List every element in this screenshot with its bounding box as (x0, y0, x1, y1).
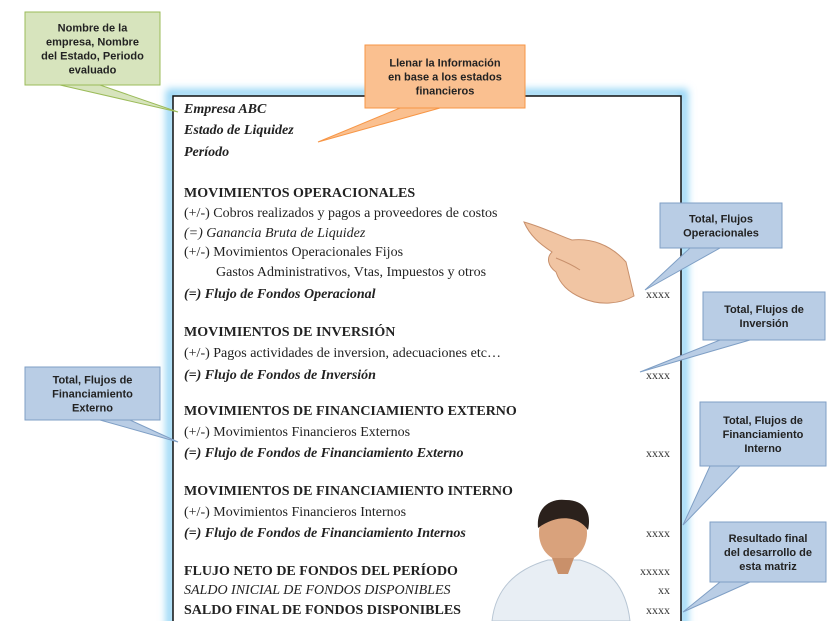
document-frame (172, 95, 682, 621)
callout-text: Externo (72, 403, 113, 415)
callout-text: Inversión (740, 318, 789, 330)
callout: Resultado final del desarrollo de esta mat… (682, 521, 827, 613)
document-line: MOVIMIENTOS DE INVERSIÓN (184, 323, 395, 340)
document-line: (=) Flujo de Fondos de Financiamiento Ex… (184, 446, 463, 461)
document-line: Estado de Liquidez (183, 123, 294, 138)
callout-box (659, 202, 783, 249)
callout-text: Total, Flujos de (723, 415, 803, 427)
document-line: (+/-) Pagos actividades de inversion, ad… (184, 346, 501, 361)
document-line: (+/-) Movimientos Financieros Externos (184, 425, 410, 440)
callout-text: Total, Flujos de (724, 304, 804, 316)
callout-text: esta matriz (739, 561, 797, 573)
callout-text: Financiamiento (723, 429, 804, 441)
amount: xxxx (646, 526, 670, 540)
callout-box (709, 521, 827, 583)
document-line: (+/-) Movimientos Financieros Internos (184, 505, 406, 520)
document-line: (=) Flujo de Fondos de Financiamiento In… (184, 526, 466, 541)
callout-box (702, 291, 826, 341)
document: Empresa ABC Estado de Liquidez Período MOVI… (183, 102, 670, 618)
callout: Total, Flujos de Financiamiento Interno (682, 401, 827, 526)
document-line: (=) Flujo de Fondos de Inversión (184, 368, 376, 383)
document-line: FLUJO NETO DE FONDOS DEL PERÍODO (184, 562, 458, 579)
callout-text: Financiamiento (52, 389, 133, 401)
document-line: SALDO INICIAL DE FONDOS DISPONIBLES (184, 583, 451, 598)
callout-text: en base a los estados (388, 72, 502, 84)
document-line: Gastos Administrativos, Vtas, Impuestos … (216, 265, 486, 280)
document-line: (+/-) Cobros realizados y pagos a provee… (184, 206, 497, 221)
callout-text: Nombre de la (58, 23, 129, 35)
document-line: Empresa ABC (183, 102, 267, 117)
amount: xx (658, 583, 670, 597)
callout-box (24, 11, 161, 86)
document-line: MOVIMIENTOS DE FINANCIAMIENTO EXTERNO (184, 404, 517, 419)
callouts: Nombre de la empresa, Nombre del Estado, P… (24, 11, 827, 613)
callout-text: evaluado (69, 65, 117, 77)
callout: Nombre de la empresa, Nombre del Estado, P… (24, 11, 179, 113)
callout-box (699, 401, 827, 467)
document-line: SALDO FINAL DE FONDOS DISPONIBLES (184, 603, 461, 618)
document-line: Período (184, 145, 229, 160)
person-illustration (491, 499, 631, 621)
amount: xxxx (646, 287, 670, 301)
amount: xxxx (646, 368, 670, 382)
callout: Llenar la Información en base a los estad… (317, 44, 526, 143)
document-line: (+/-) Movimientos Operacionales Fijos (184, 245, 403, 260)
document-line: MOVIMIENTOS DE FINANCIAMIENTO INTERNO (184, 484, 513, 499)
callout-tail (59, 84, 179, 113)
callout: Total, Flujos de Inversión (639, 291, 826, 373)
callout: Total, Flujos de Financiamiento Externo (24, 366, 179, 443)
hand-illustration (523, 221, 635, 304)
callout-text: del Estado, Periodo (41, 51, 144, 63)
callout-box (364, 44, 526, 109)
callout: Total, Flujos Operacionales (644, 202, 783, 291)
document-line: MOVIMIENTOS OPERACIONALES (184, 186, 415, 201)
callout-text: del desarrollo de (724, 547, 812, 559)
callout-text: Operacionales (683, 228, 759, 240)
callout-text: Interno (744, 443, 782, 455)
callout-text: Llenar la Información (389, 58, 501, 70)
amount: xxxx (646, 603, 670, 617)
amount: xxxx (646, 446, 670, 460)
callout-box (24, 366, 161, 421)
callout-tail (682, 465, 742, 526)
document-line: (=) Flujo de Fondos Operacional (184, 287, 376, 302)
callout-text: financieros (416, 86, 475, 98)
callout-text: Total, Flujos (689, 214, 753, 226)
callout-tail (682, 581, 751, 613)
document-line: (=) Ganancia Bruta de Liquidez (184, 226, 366, 241)
callout-text: Resultado final (729, 533, 808, 545)
amount: xxxxx (640, 564, 670, 578)
callout-text: Total, Flujos de (53, 375, 133, 387)
callout-text: empresa, Nombre (46, 37, 139, 49)
